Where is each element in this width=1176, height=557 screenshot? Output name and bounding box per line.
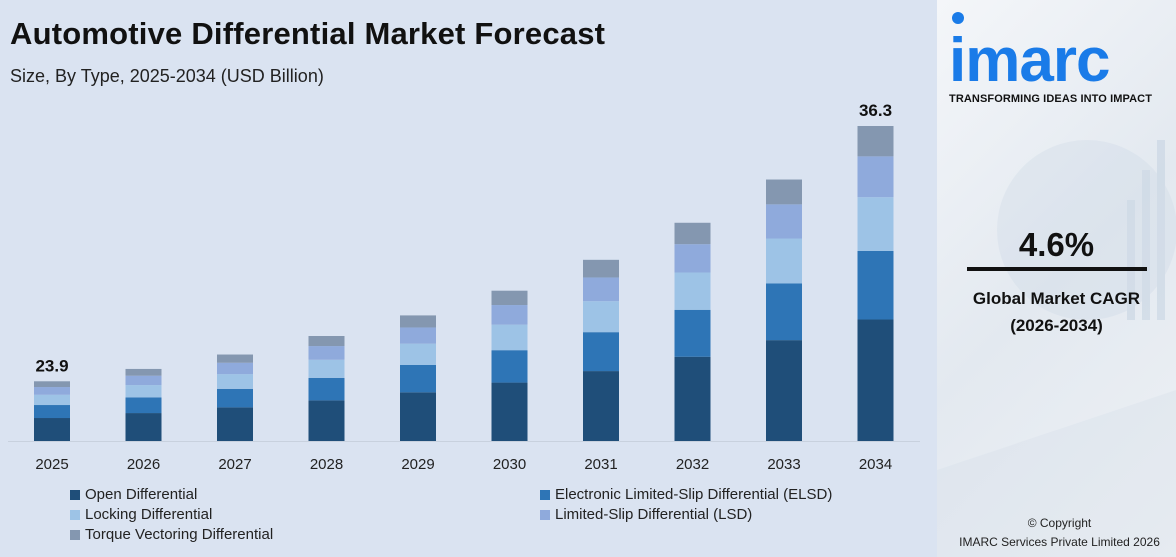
legend-label: Limited-Slip Differential (LSD): [555, 506, 753, 523]
cagr-period: (2026-2034): [1010, 316, 1103, 335]
legend-item: Locking Differential: [70, 506, 212, 523]
bar-segment: [766, 340, 802, 441]
cagr-label: Global Market CAGR (2026-2034): [937, 285, 1176, 339]
x-tick-label: 2034: [859, 456, 892, 473]
bar-segment: [125, 397, 162, 414]
bar-segment: [491, 350, 528, 383]
background-chart-image: [937, 140, 1176, 557]
total-label: 23.9: [35, 356, 68, 375]
bar-segment: [857, 319, 894, 441]
stacked-bar-chart: 2025 23.9 2026 2027 2028 2029 2030 2031 2032 2033…: [8, 101, 920, 473]
bar-segment: [857, 197, 894, 251]
bar-segment: [217, 374, 253, 389]
bar-segment: [217, 362, 253, 375]
legend-label: Torque Vectoring Differential: [85, 526, 274, 543]
legend-label: Electronic Limited-Slip Differential (EL…: [555, 486, 833, 503]
bar-segment: [583, 259, 619, 278]
x-tick-label: 2029: [401, 456, 434, 473]
bar-segment: [674, 222, 711, 245]
x-tick-label: 2033: [767, 456, 800, 473]
copyright: © Copyright IMARC Services Private Limit…: [937, 514, 1176, 552]
legend-label: Locking Differential: [85, 506, 213, 523]
legend-item: Limited-Slip Differential (LSD): [540, 506, 752, 523]
x-tick-label: 2028: [310, 456, 343, 473]
bar-segment: [217, 388, 253, 408]
bar-segment: [491, 382, 528, 441]
bar-segment: [125, 368, 162, 376]
bar-segment: [674, 272, 711, 310]
bar-segment: [674, 309, 711, 357]
x-tick-label: 2026: [127, 456, 160, 473]
bar-segment: [34, 405, 70, 419]
bar-segment: [857, 250, 894, 320]
legend-item: Torque Vectoring Differential: [70, 526, 273, 543]
bar-segment: [491, 324, 528, 351]
bar-segment: [583, 332, 619, 372]
legend-swatch: [540, 509, 550, 520]
bar-segment: [34, 418, 70, 441]
bar-segment: [766, 179, 802, 205]
legend-item: Open Differential: [70, 486, 197, 503]
bar-segment: [766, 204, 802, 239]
bar-segment: [766, 283, 802, 341]
bar-segment: [400, 392, 436, 441]
x-tick-label: 2025: [35, 456, 68, 473]
bar-segment: [125, 375, 162, 386]
bar-segment: [308, 400, 345, 441]
bar-segment: [583, 301, 619, 333]
x-tick-label: 2030: [493, 456, 526, 473]
bar-segment: [308, 359, 345, 378]
x-tick-label: 2031: [584, 456, 617, 473]
copyright-text: © Copyright: [1027, 516, 1092, 530]
bar-segment: [308, 377, 345, 401]
legend-swatch: [540, 489, 550, 500]
cagr-label-text: Global Market CAGR: [972, 289, 1141, 308]
bar-segment: [491, 290, 528, 306]
bar-segment: [583, 277, 619, 302]
bar-segment: [766, 238, 802, 284]
legend-swatch: [70, 529, 80, 540]
legend-swatch: [70, 509, 80, 520]
info-sidebar: imarc TRANSFORMING IDEAS INTO IMPACT 4.6…: [937, 0, 1176, 557]
bar-segment: [491, 305, 528, 325]
cagr-value: 4.6%: [1018, 226, 1095, 263]
company-name: IMARC Services Private Limited 2026: [959, 535, 1160, 549]
bar-segment: [308, 346, 345, 360]
legend-label: Open Differential: [85, 486, 198, 503]
bar-segment: [34, 394, 70, 406]
bar-segment: [308, 336, 345, 347]
x-tick-label: 2032: [676, 456, 709, 473]
legend-item: Electronic Limited-Slip Differential (EL…: [540, 486, 832, 503]
x-tick-label: 2027: [218, 456, 251, 473]
bar-segment: [857, 156, 894, 198]
logo-dot: [952, 12, 964, 24]
legend-swatch: [70, 489, 80, 500]
total-label: 36.3: [859, 101, 892, 120]
logo-tagline: TRANSFORMING IDEAS INTO IMPACT: [949, 93, 1153, 105]
bar-segment: [125, 413, 162, 441]
bar-segment: [400, 364, 436, 393]
chart-panel: Automotive Differential Market Forecast …: [8, 16, 920, 543]
bar-segment: [217, 354, 253, 363]
chart-title: Automotive Differential Market Forecast: [10, 16, 606, 51]
bar-segment: [674, 244, 711, 273]
bar-segment: [400, 315, 436, 328]
bar-segment: [217, 407, 253, 441]
divider: [967, 267, 1147, 271]
bar-segment: [400, 327, 436, 344]
bar-segment: [400, 343, 436, 365]
bar-segment: [125, 385, 162, 398]
chart-subtitle: Size, By Type, 2025-2034 (USD Billion): [10, 66, 324, 86]
bar-segment: [583, 371, 619, 441]
bar-segment: [34, 381, 70, 388]
bar-segment: [857, 126, 894, 157]
bar-segment: [674, 356, 711, 441]
bar-segment: [34, 387, 70, 395]
imarc-logo: imarc: [949, 26, 1110, 95]
